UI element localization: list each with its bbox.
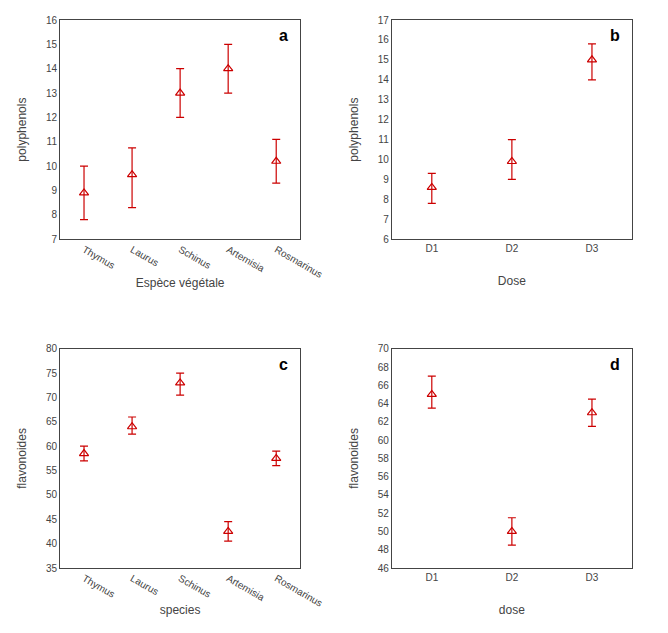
svg-text:dose: dose [499, 603, 525, 617]
svg-text:Schinus: Schinus [177, 573, 213, 600]
svg-text:54: 54 [378, 489, 390, 500]
svg-text:50: 50 [46, 489, 58, 500]
svg-text:Dose: Dose [498, 274, 526, 288]
svg-text:8: 8 [383, 194, 389, 205]
svg-text:Thymus: Thymus [81, 573, 117, 600]
svg-text:66: 66 [378, 380, 390, 391]
svg-text:9: 9 [51, 185, 57, 196]
svg-text:12: 12 [378, 114, 390, 125]
svg-text:11: 11 [378, 134, 389, 145]
svg-text:D2: D2 [505, 572, 518, 583]
svg-text:52: 52 [378, 508, 390, 519]
svg-text:Schinus: Schinus [177, 244, 213, 271]
svg-text:Artemisia: Artemisia [225, 573, 267, 604]
svg-text:16: 16 [46, 15, 58, 26]
svg-text:D2: D2 [505, 243, 518, 254]
svg-text:flavonoides: flavonoides [347, 428, 361, 489]
svg-text:48: 48 [378, 544, 390, 555]
svg-text:11: 11 [47, 136, 58, 147]
svg-text:14: 14 [46, 63, 58, 74]
svg-text:10: 10 [46, 161, 58, 172]
svg-text:Artemisia: Artemisia [225, 244, 267, 275]
svg-text:45: 45 [46, 514, 58, 525]
svg-text:D1: D1 [425, 572, 438, 583]
svg-text:d: d [610, 356, 620, 373]
svg-text:D1: D1 [425, 243, 438, 254]
svg-text:60: 60 [378, 435, 390, 446]
svg-text:D3: D3 [586, 243, 599, 254]
svg-text:13: 13 [378, 94, 390, 105]
svg-text:68: 68 [378, 362, 390, 373]
svg-text:62: 62 [378, 416, 390, 427]
svg-text:40: 40 [46, 538, 58, 549]
svg-text:65: 65 [46, 416, 58, 427]
svg-text:c: c [279, 356, 288, 373]
svg-text:7: 7 [51, 234, 57, 245]
svg-text:56: 56 [378, 471, 390, 482]
svg-text:46: 46 [378, 563, 390, 574]
svg-text:10: 10 [378, 154, 390, 165]
svg-text:64: 64 [378, 398, 390, 409]
svg-text:Laurus: Laurus [129, 573, 161, 598]
svg-text:Rosmarinus: Rosmarinus [273, 244, 325, 280]
svg-text:Espèce végétale: Espèce végétale [136, 276, 225, 290]
svg-text:16: 16 [378, 34, 390, 45]
svg-text:species: species [160, 603, 201, 617]
svg-text:15: 15 [378, 54, 390, 65]
svg-text:b: b [610, 27, 620, 44]
svg-text:13: 13 [46, 88, 58, 99]
svg-text:Thymus: Thymus [81, 244, 117, 271]
svg-text:50: 50 [378, 526, 390, 537]
svg-text:80: 80 [46, 343, 58, 354]
svg-text:Rosmarinus: Rosmarinus [273, 573, 325, 609]
svg-text:75: 75 [46, 368, 58, 379]
svg-text:a: a [279, 27, 288, 44]
svg-text:70: 70 [46, 392, 58, 403]
svg-text:58: 58 [378, 453, 390, 464]
svg-text:polyphenols: polyphenols [15, 98, 29, 162]
svg-text:6: 6 [383, 234, 389, 245]
svg-text:flavonoides: flavonoides [15, 428, 29, 489]
svg-text:35: 35 [46, 563, 58, 574]
svg-text:D3: D3 [586, 572, 599, 583]
svg-text:17: 17 [378, 15, 390, 26]
svg-text:7: 7 [383, 214, 389, 225]
svg-text:12: 12 [46, 112, 58, 123]
svg-text:8: 8 [51, 209, 57, 220]
svg-text:14: 14 [378, 74, 390, 85]
svg-text:Laurus: Laurus [129, 244, 161, 269]
svg-text:60: 60 [46, 441, 58, 452]
svg-text:9: 9 [383, 174, 389, 185]
svg-text:polyphenols: polyphenols [347, 98, 361, 162]
svg-text:70: 70 [378, 343, 390, 354]
svg-text:55: 55 [46, 465, 58, 476]
svg-text:15: 15 [46, 39, 58, 50]
